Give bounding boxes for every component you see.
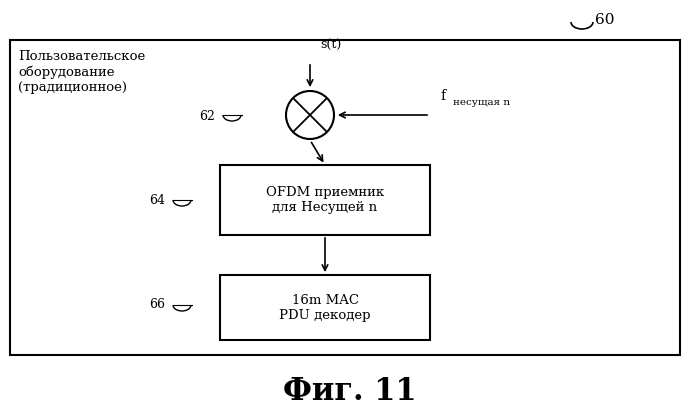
Circle shape [286, 91, 334, 139]
Text: 16m MAC
PDU декодер: 16m MAC PDU декодер [279, 293, 370, 321]
Text: Фиг. 11: Фиг. 11 [283, 377, 417, 408]
Bar [10, 40, 680, 355]
Bar [220, 165, 430, 235]
Text: s(t): s(t) [320, 39, 341, 52]
Text: несущая n: несущая n [453, 98, 510, 107]
Bar [220, 275, 430, 340]
Text: 62: 62 [199, 110, 215, 122]
Text: 64: 64 [149, 194, 165, 206]
Text: 60: 60 [595, 13, 614, 27]
Text: OFDM приемник
для Несущей n: OFDM приемник для Несущей n [266, 186, 384, 214]
Text: f: f [440, 89, 445, 103]
Text: Пользовательское
оборудование
(традиционное): Пользовательское оборудование (традицион… [18, 50, 145, 94]
Text: 66: 66 [149, 298, 165, 311]
